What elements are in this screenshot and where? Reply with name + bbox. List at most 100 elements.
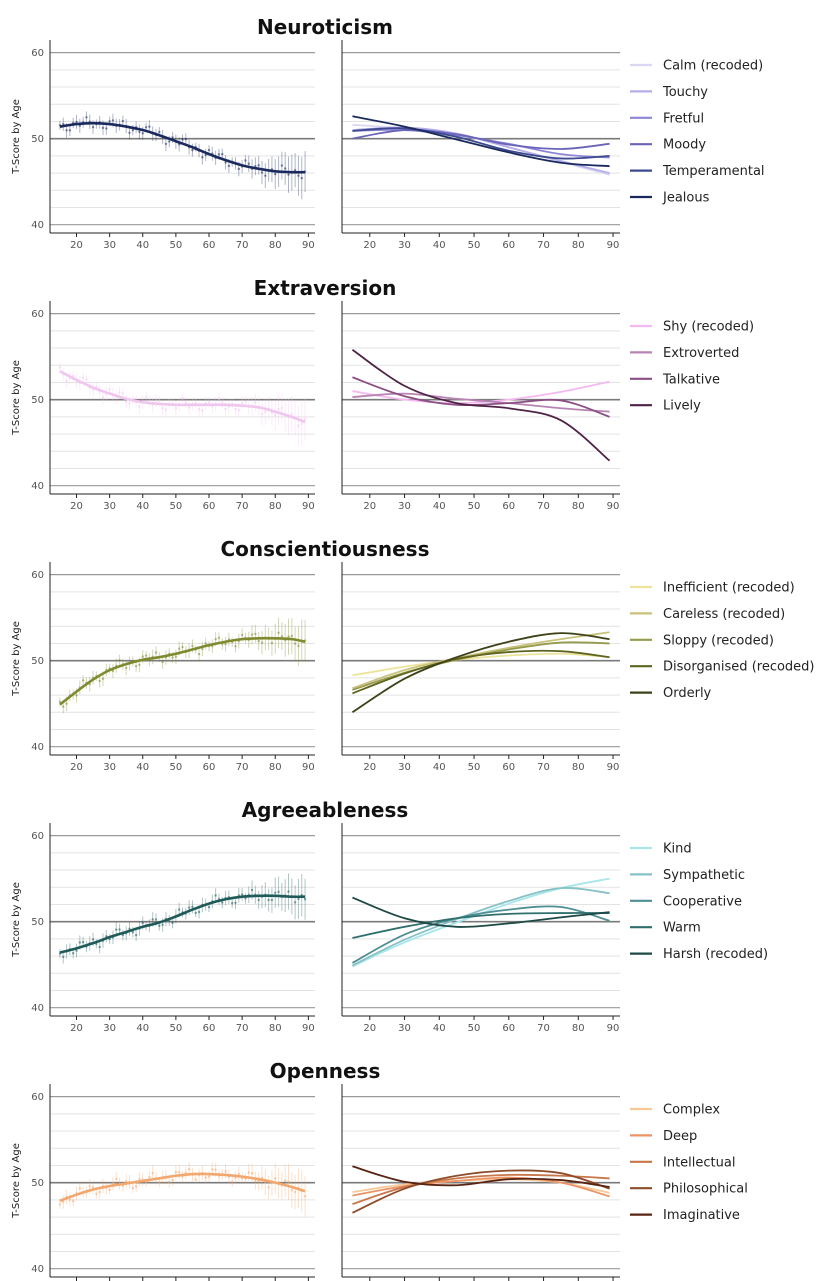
x-tick-label: 90	[302, 501, 315, 512]
overall-trend-line	[59, 370, 306, 424]
age-point	[75, 949, 78, 952]
series-line	[352, 380, 610, 404]
age-point	[224, 1170, 227, 1173]
legend-label: Intellectual	[663, 1155, 735, 1170]
age-point	[244, 400, 247, 403]
series-line	[351, 632, 610, 714]
age-point	[62, 955, 65, 959]
age-point	[118, 928, 121, 931]
age-point	[121, 392, 125, 395]
age-point	[158, 1180, 161, 1184]
age-point	[283, 167, 287, 170]
age-point	[168, 140, 171, 143]
y-tick-label: 40	[31, 1264, 44, 1275]
age-point	[174, 1171, 178, 1174]
legend: Calm (recoded) Touchy Fretful Moody Temperam…	[630, 59, 765, 206]
y-tick-label: 50	[31, 1178, 44, 1189]
age-point	[181, 397, 184, 400]
age-point	[124, 666, 128, 670]
age-point	[171, 136, 174, 139]
age-point	[254, 1179, 257, 1182]
panel-title: Conscientiousness	[221, 537, 430, 561]
series-line	[352, 1176, 610, 1198]
x-tick-label: 90	[607, 501, 620, 512]
age-point	[78, 124, 82, 127]
y-tick-label: 60	[31, 831, 44, 842]
left-subplot: 20 30 40 50 60 70 80 90 40 50 60	[31, 823, 315, 1034]
age-point	[58, 1203, 62, 1206]
age-point	[270, 898, 274, 902]
age-point	[270, 641, 274, 645]
legend-label: Kind	[663, 842, 692, 857]
x-tick-label: 40	[136, 501, 149, 512]
x-tick-label: 70	[236, 240, 249, 251]
x-tick-label: 60	[502, 501, 515, 512]
age-point	[194, 911, 197, 915]
series-line	[352, 115, 610, 168]
panel-conscientiousness: Conscientiousness T-Score by Age 20 30 40 50 6…	[11, 537, 815, 773]
age-point	[151, 918, 154, 921]
age-point	[204, 1176, 207, 1179]
age-point	[131, 930, 135, 934]
series-line	[352, 896, 610, 928]
series-line	[352, 912, 610, 939]
age-point	[207, 400, 211, 404]
age-point	[260, 641, 264, 644]
x-tick-label: 70	[537, 762, 550, 773]
legend-label: Cooperative	[663, 894, 742, 909]
age-point	[184, 138, 188, 141]
age-point	[297, 424, 300, 427]
age-point	[257, 639, 260, 643]
series-line	[352, 129, 610, 150]
age-point	[297, 644, 300, 648]
x-tick-label: 20	[363, 1023, 376, 1034]
age-point	[168, 1180, 171, 1184]
age-point	[144, 654, 148, 657]
age-point	[257, 898, 260, 902]
x-tick-label: 50	[170, 1023, 183, 1034]
series-line	[352, 887, 610, 967]
age-point	[187, 1167, 191, 1171]
age-point	[141, 655, 144, 658]
age-point	[115, 1177, 118, 1181]
age-point	[224, 161, 227, 164]
age-point	[214, 1168, 217, 1172]
age-point	[211, 1168, 214, 1171]
x-tick-label: 80	[269, 762, 282, 773]
age-point	[81, 679, 85, 682]
x-tick-label: 50	[468, 762, 481, 773]
age-point	[151, 1171, 154, 1175]
x-tick-label: 50	[468, 240, 481, 251]
age-point	[267, 1186, 270, 1189]
age-point	[287, 635, 290, 638]
x-tick-label: 50	[468, 1023, 481, 1034]
age-point	[297, 897, 300, 901]
x-tick-label: 70	[537, 501, 550, 512]
age-point	[164, 142, 168, 146]
legend: Shy (recoded) Extroverted Talkative Lively	[630, 320, 754, 414]
x-tick-label: 20	[70, 240, 83, 251]
age-point	[98, 945, 101, 949]
x-tick-label: 30	[103, 1023, 116, 1034]
age-point	[303, 418, 307, 421]
legend: Complex Deep Intellectual Philosophical Imag…	[630, 1103, 748, 1223]
series-line	[352, 631, 610, 690]
legend-label: Disorganised (recoded)	[663, 660, 815, 675]
x-tick-label: 80	[572, 1023, 585, 1034]
y-axis-label: T-Score by Age	[11, 360, 22, 436]
age-point	[128, 402, 131, 405]
x-tick-label: 20	[363, 501, 376, 512]
series-line	[352, 652, 610, 677]
age-point	[191, 644, 194, 648]
right-subplot: 20 30 40 50 60 70 80 90	[341, 40, 620, 251]
age-point	[224, 407, 227, 411]
x-tick-label: 70	[236, 762, 249, 773]
legend: Kind Sympathetic Cooperative Warm Harsh (rec…	[630, 842, 768, 962]
age-point	[58, 366, 62, 369]
age-point	[138, 130, 141, 134]
legend-label: Warm	[663, 921, 701, 936]
overall-trend-line	[59, 894, 306, 954]
age-point	[270, 411, 274, 415]
age-point	[287, 173, 290, 176]
age-point	[154, 918, 158, 921]
